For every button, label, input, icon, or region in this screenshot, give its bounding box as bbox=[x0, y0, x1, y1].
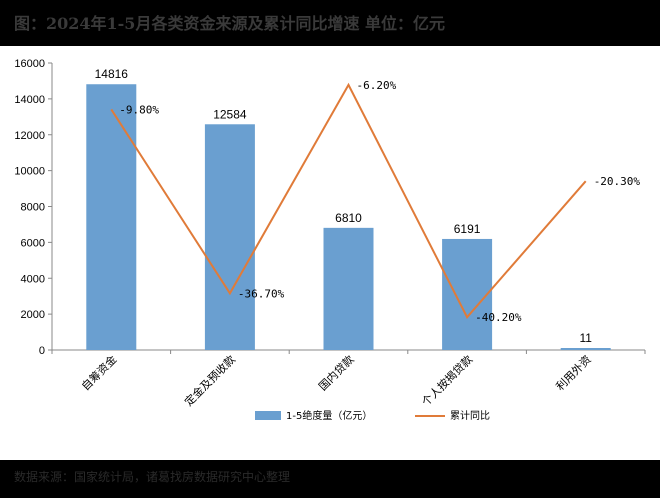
growth-value-label: -40.20% bbox=[475, 311, 522, 324]
category-label: 自筹资金 bbox=[78, 352, 119, 393]
legend-bar-swatch bbox=[255, 411, 281, 420]
legend-line-label: 累计同比 bbox=[450, 409, 490, 422]
category-label: 国内贷款 bbox=[316, 352, 357, 393]
bar-value-label: 6191 bbox=[454, 222, 481, 236]
bar bbox=[560, 348, 611, 350]
y-tick-label: 10000 bbox=[14, 166, 45, 178]
bar-value-label: 14816 bbox=[95, 67, 129, 81]
category-label: 利用外资 bbox=[554, 353, 594, 393]
legend-bar-label: 1-5绝度量（亿元） bbox=[286, 409, 372, 422]
bar-value-label: 12584 bbox=[213, 107, 247, 121]
y-tick-label: 14000 bbox=[14, 94, 45, 106]
category-label: 定金及预收款 bbox=[181, 352, 238, 409]
y-tick-label: 12000 bbox=[14, 130, 45, 142]
y-tick-label: 8000 bbox=[21, 202, 45, 214]
chart-area: 0 2000 4000 6000 8000 10000 12000 14000 16000 148… bbox=[0, 46, 660, 460]
chart-svg: 0 2000 4000 6000 8000 10000 12000 14000 16000 148… bbox=[14, 58, 646, 422]
bar-value-label: 6810 bbox=[335, 211, 362, 225]
y-tick-label: 2000 bbox=[21, 309, 45, 321]
category-label: 个人按揭贷款 bbox=[419, 352, 476, 409]
figure-title: 图：2024年1-5月各类资金来源及累计同比增速 单位：亿元 bbox=[14, 14, 446, 33]
growth-value-label: -20.30% bbox=[594, 175, 641, 188]
y-tick-label: 16000 bbox=[14, 58, 45, 70]
growth-value-label: -36.70% bbox=[238, 287, 285, 300]
bar bbox=[204, 124, 255, 350]
bar bbox=[323, 227, 374, 350]
y-tick-label: 6000 bbox=[21, 237, 45, 249]
growth-value-label: -6.20% bbox=[357, 79, 397, 92]
y-tick-label: 4000 bbox=[21, 273, 45, 285]
growth-line bbox=[110, 82, 587, 319]
growth-value-label: -9.80% bbox=[119, 103, 159, 116]
bar bbox=[86, 84, 137, 350]
bar bbox=[442, 238, 493, 350]
bar-value-label: 11 bbox=[579, 331, 592, 345]
y-tick-label: 0 bbox=[39, 345, 45, 357]
source-note: 数据来源：国家统计局，诸葛找房数据研究中心整理 bbox=[14, 470, 291, 484]
